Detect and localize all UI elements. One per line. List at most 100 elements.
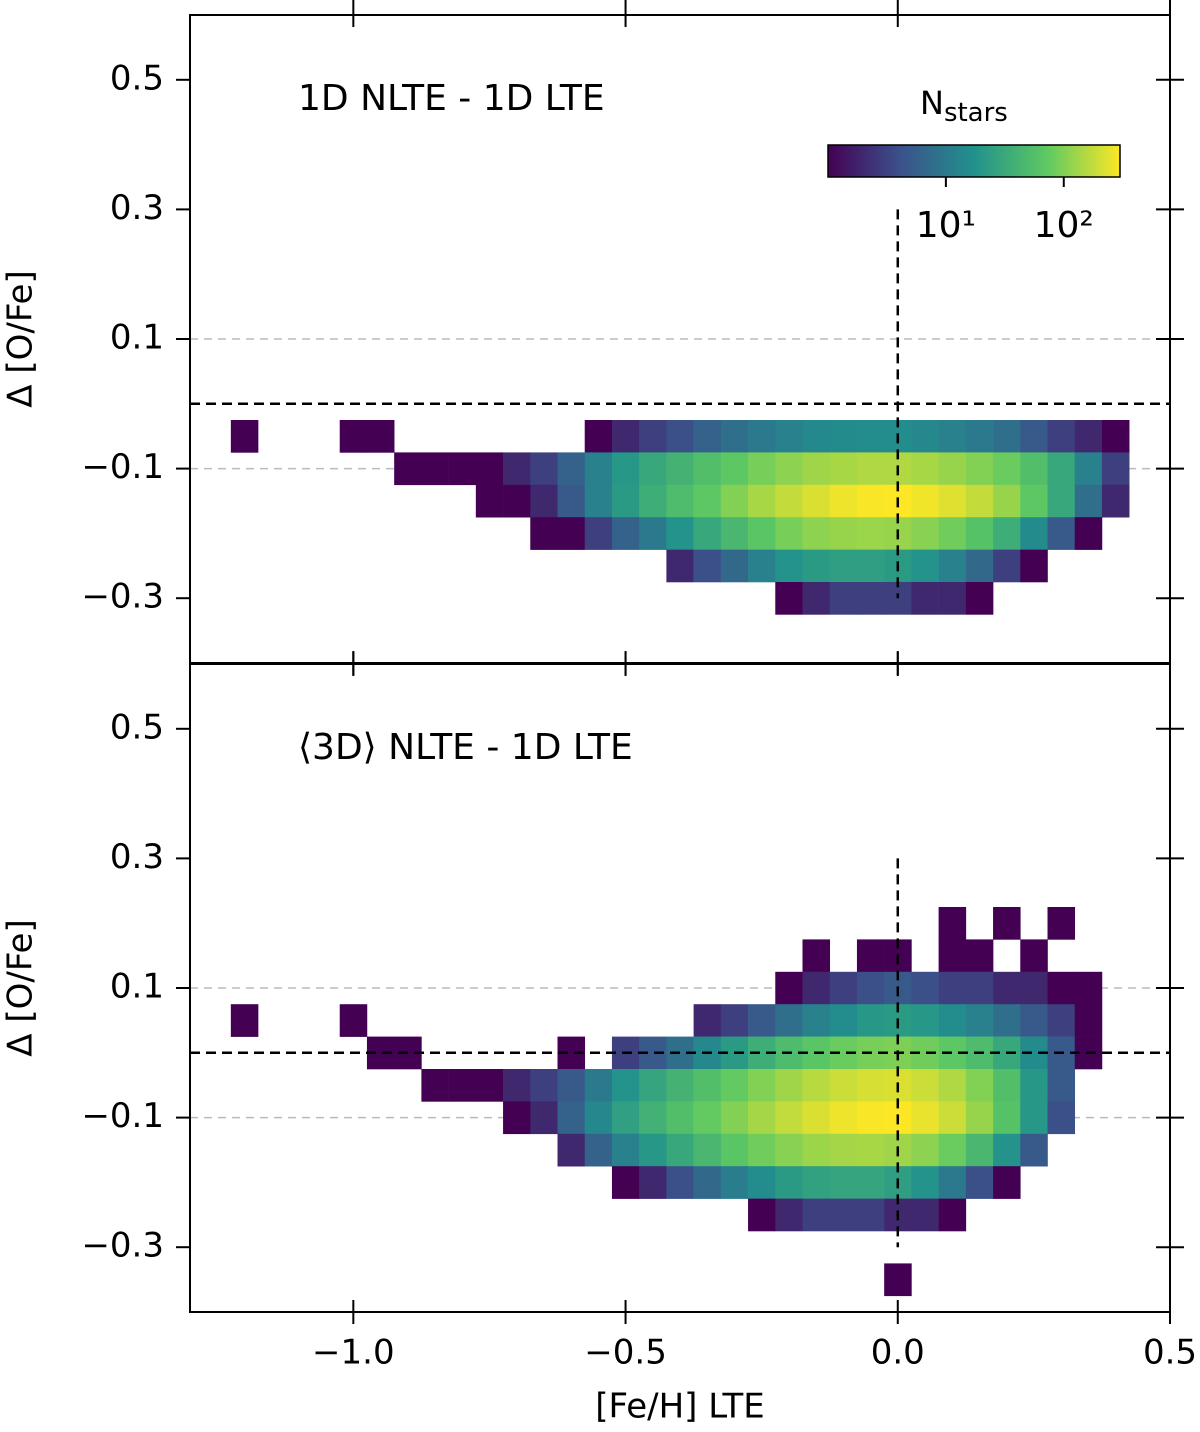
hist-cell [829, 1198, 858, 1232]
hist-cell [911, 1198, 939, 1232]
hist-cell [965, 939, 994, 973]
hist-cell [911, 452, 939, 486]
hist-cell [1074, 971, 1103, 1005]
hist-cell [748, 452, 776, 486]
hist-cell [993, 1101, 1021, 1135]
hist-cell [829, 452, 858, 486]
hist-cell [938, 517, 967, 550]
hist-cell [611, 484, 640, 518]
hist-cell [639, 1069, 667, 1102]
hist-cell [666, 452, 694, 486]
hist-cell [938, 939, 967, 973]
hist-cell [530, 452, 558, 486]
hist-cell [911, 1069, 939, 1102]
colorbar-label-main: N [920, 84, 944, 122]
hist-cell [666, 517, 694, 550]
hist-cell [938, 1069, 967, 1102]
x-tick-label: 0.5 [1143, 1333, 1197, 1373]
hist-cell [720, 1133, 749, 1167]
hist-cell [639, 452, 667, 486]
hist-cell [530, 517, 558, 550]
hist-cell [938, 1133, 967, 1167]
hist-cell [856, 1198, 885, 1232]
hist-cell [993, 1133, 1021, 1167]
hist-cell [775, 452, 803, 486]
hist-cell [1047, 484, 1076, 518]
hist-cell [720, 420, 749, 453]
hist-cell [748, 1166, 776, 1199]
hist-cell [938, 907, 967, 940]
hist-cell [1047, 971, 1076, 1005]
hist-cell [230, 1004, 259, 1037]
hist-cell [584, 1133, 613, 1167]
hist-cell [693, 420, 722, 453]
hist-cell [856, 582, 885, 615]
hist-cell [911, 971, 939, 1005]
y-tick-label: 0.3 [110, 837, 164, 877]
hist-cell [639, 484, 667, 518]
hist-cell [748, 1101, 776, 1135]
panel-annotation: 1D NLTE - 1D LTE [298, 78, 605, 119]
hist-cell [1047, 452, 1076, 486]
hist-cell [856, 420, 885, 453]
hist-cell [639, 1133, 667, 1167]
colorbar [827, 144, 1121, 178]
colorbar-label: Nstars [920, 84, 1008, 128]
hist-cell [693, 1133, 722, 1167]
hist-cell [720, 452, 749, 486]
hist-cell [584, 420, 613, 453]
hist-cell [503, 452, 531, 486]
hist-cell [366, 420, 395, 453]
hist-cell [938, 549, 967, 583]
hist-cell [693, 452, 722, 486]
hist-cell [938, 582, 967, 615]
hist-cell [911, 420, 939, 453]
hist-cell [965, 1166, 994, 1199]
hist-cell [720, 1101, 749, 1135]
hist-cell [775, 971, 803, 1005]
hist-cell [856, 517, 885, 550]
hist-cell [557, 1133, 586, 1167]
x-tick-label: −0.5 [584, 1333, 667, 1373]
hist-cell [775, 582, 803, 615]
hist-cell [802, 484, 831, 518]
hist-cell [775, 517, 803, 550]
hist-cell [693, 1101, 722, 1135]
hist-cell [1020, 1101, 1048, 1135]
hist-cell [530, 1101, 558, 1135]
hist-cell [693, 517, 722, 550]
hist-cell [584, 452, 613, 486]
hist-cell [938, 420, 967, 453]
hist-cell [421, 452, 449, 486]
hist-cell [829, 517, 858, 550]
hist-cell [611, 1069, 640, 1102]
hist-cell [856, 549, 885, 583]
colorbar-tick-label: 10¹ [916, 205, 976, 246]
hist-cell [421, 1069, 449, 1102]
hist-cell [911, 1166, 939, 1199]
hist-cell [829, 582, 858, 615]
hist-cell [856, 452, 885, 486]
hist-cell [911, 1101, 939, 1135]
hist-cell [911, 1133, 939, 1167]
hist-cell [448, 1069, 477, 1102]
hist-cell [993, 907, 1021, 940]
hist-cell [802, 939, 831, 973]
hist-cell [911, 1004, 939, 1037]
hist-cell [1047, 420, 1076, 453]
hist-cell [938, 1101, 967, 1135]
y-tick-label: 0.1 [110, 967, 164, 1007]
hist-cell [829, 484, 858, 518]
hist-cell [829, 1101, 858, 1135]
hist-cell [965, 1004, 994, 1037]
hist-cell [802, 420, 831, 453]
hist-cell [775, 549, 803, 583]
hist-cell [802, 1133, 831, 1167]
hist-cell [856, 939, 885, 973]
hist-cell [856, 484, 885, 518]
hist-cell [748, 420, 776, 453]
hist-cell [1101, 452, 1130, 486]
hist-cell [965, 971, 994, 1005]
hist-cell [584, 517, 613, 550]
hist-cell [965, 420, 994, 453]
